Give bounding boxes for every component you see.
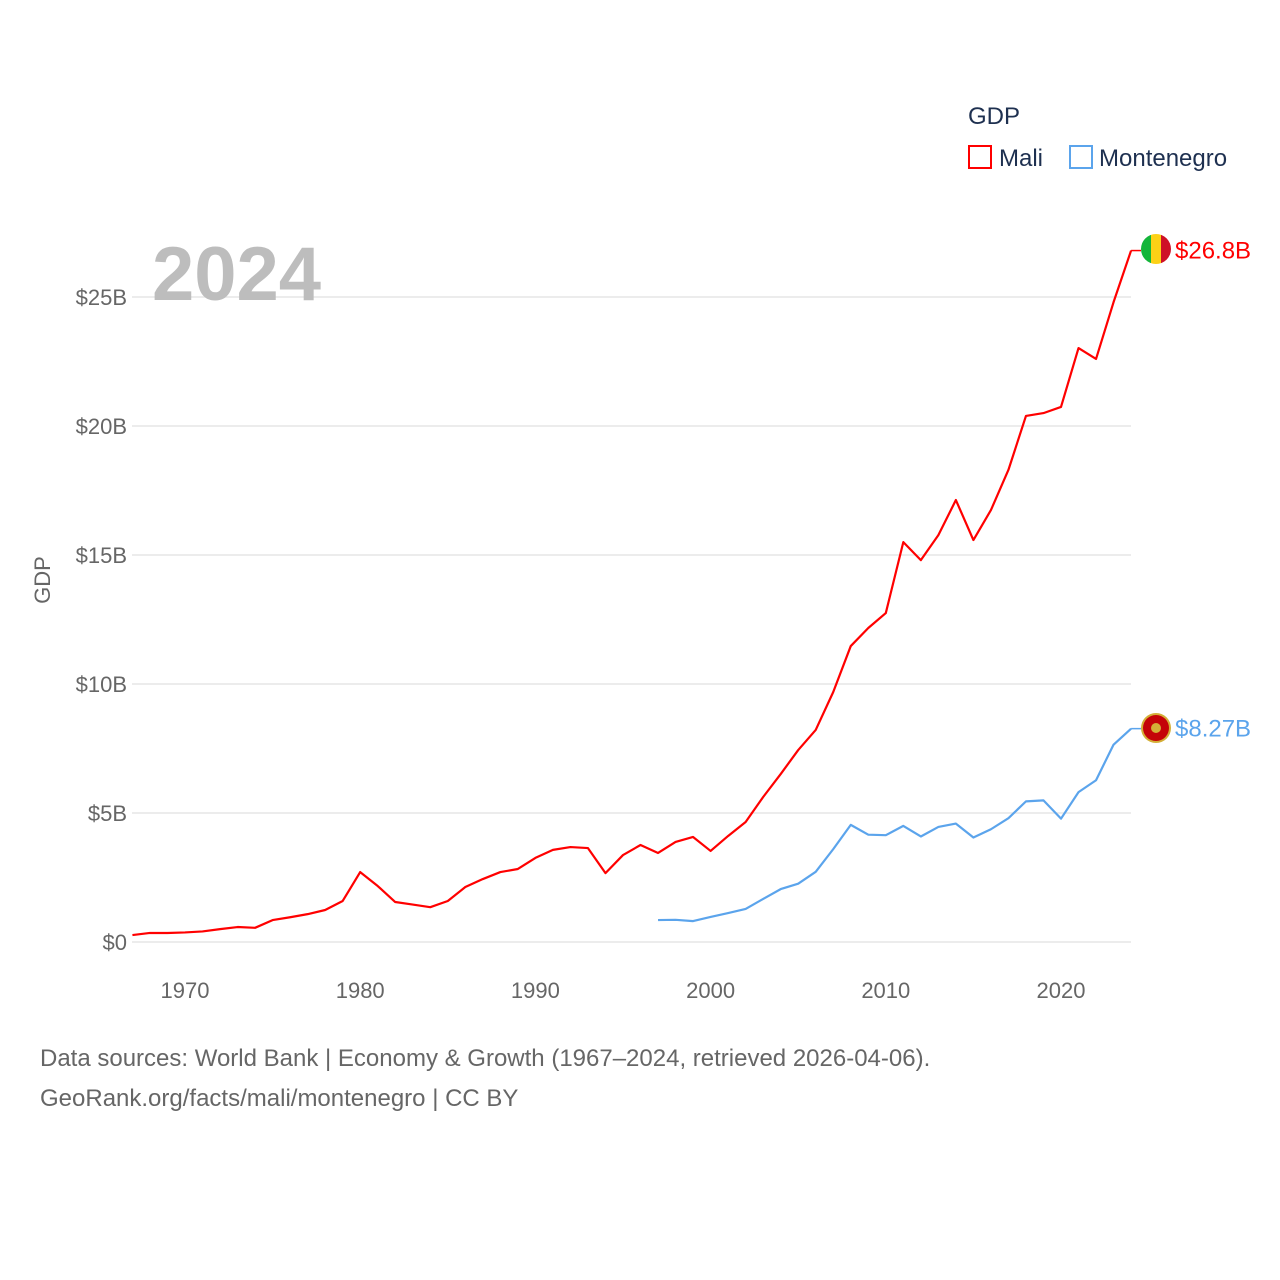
y-tick-label: $20B	[76, 414, 127, 439]
legend-swatch-montenegro[interactable]	[1069, 145, 1093, 169]
legend-swatch-mali[interactable]	[968, 145, 992, 169]
x-tick-label: 2020	[1037, 978, 1086, 1003]
x-tick-label: 1990	[511, 978, 560, 1003]
series-line-montenegro[interactable]	[658, 727, 1132, 923]
mali-flag-icon	[1141, 234, 1171, 264]
end-value-label-montenegro: $8.27B	[1175, 716, 1251, 743]
series-line-mali[interactable]	[132, 250, 1133, 937]
footer-sources: Data sources: World Bank | Economy & Gro…	[40, 1045, 931, 1072]
y-tick-label: $5B	[88, 801, 127, 826]
x-tick-label: 1980	[336, 978, 385, 1003]
y-tick-label: $0	[103, 930, 127, 955]
x-tick-label: 2000	[686, 978, 735, 1003]
x-tick-label: 1970	[161, 978, 210, 1003]
y-axis-label: GDP	[30, 556, 55, 604]
y-tick-label: $10B	[76, 672, 127, 697]
x-tick-label: 2010	[861, 978, 910, 1003]
end-value-label-mali: $26.8B	[1175, 238, 1251, 265]
legend-label-mali[interactable]: Mali	[999, 145, 1043, 172]
legend-label-montenegro[interactable]: Montenegro	[1099, 145, 1227, 172]
montenegro-flag-icon	[1141, 713, 1171, 743]
y-tick-label: $15B	[76, 543, 127, 568]
footer-credit[interactable]: GeoRank.org/facts/mali/montenegro | CC B…	[40, 1085, 519, 1112]
y-tick-label: $25B	[76, 285, 127, 310]
year-watermark: 2024	[152, 232, 321, 317]
legend-title: GDP	[968, 103, 1020, 130]
